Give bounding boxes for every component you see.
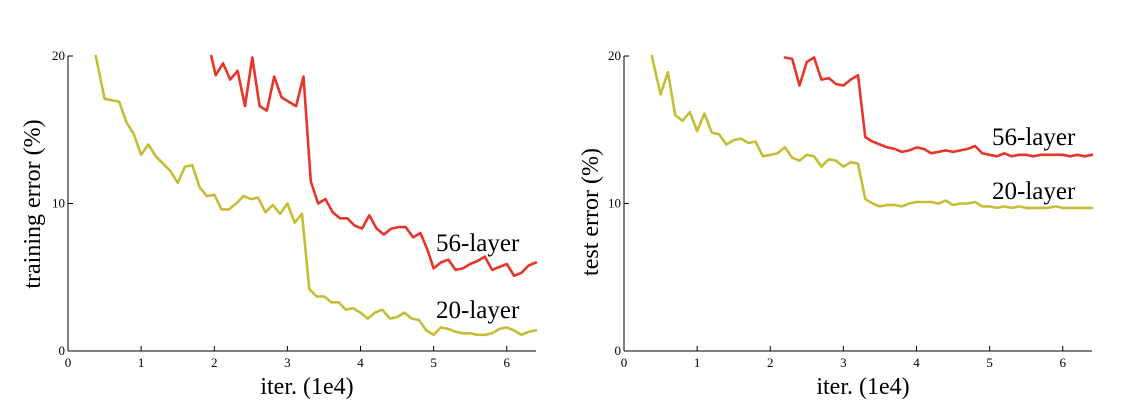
y-axis-title: training error (%) — [20, 119, 46, 288]
x-tick-label: 5 — [430, 355, 437, 370]
y-axis-title: test error (%) — [578, 148, 604, 276]
x-tick-label: 3 — [840, 355, 847, 370]
series-line-56-layer — [783, 56, 1094, 158]
x-tick-label: 2 — [211, 355, 218, 370]
x-tick-label: 5 — [986, 355, 993, 370]
series-label: 20-layer — [992, 178, 1076, 205]
series-line-20-layer — [650, 54, 1094, 210]
x-tick-label: 4 — [913, 355, 920, 370]
test-error-chart: 0 1 2 3 4 5 6 0 10 20 iter. (1e4) test error (%) 56-… — [578, 48, 1094, 400]
x-tick-label: 0 — [65, 355, 72, 370]
series-label: 56-layer — [436, 230, 520, 257]
series-label: 20-layer — [436, 297, 520, 324]
y-tick-label: 0 — [59, 343, 66, 358]
y-tick-label: 10 — [52, 196, 65, 211]
x-tick-label: 1 — [694, 355, 701, 370]
series-line-20-layer — [94, 54, 538, 337]
x-axis-title: iter. (1e4) — [816, 374, 909, 400]
x-tick-label: 4 — [357, 355, 364, 370]
series-line-56-layer — [210, 54, 538, 278]
x-tick-label: 2 — [767, 355, 774, 370]
x-tick-label: 3 — [284, 355, 291, 370]
x-tick-label: 6 — [1060, 355, 1067, 370]
y-tick-label: 0 — [615, 343, 622, 358]
x-tick-label: 6 — [504, 355, 511, 370]
y-tick-label: 20 — [52, 48, 65, 63]
training-error-chart: 0 1 2 3 4 5 6 0 10 20 iter. (1e4) training error (%… — [20, 48, 538, 400]
x-tick-label: 1 — [138, 355, 145, 370]
series-label: 56-layer — [992, 124, 1076, 151]
y-tick-label: 20 — [608, 48, 621, 63]
x-axis-title: iter. (1e4) — [260, 374, 353, 400]
x-tick-label: 0 — [621, 355, 628, 370]
y-tick-label: 10 — [608, 196, 621, 211]
